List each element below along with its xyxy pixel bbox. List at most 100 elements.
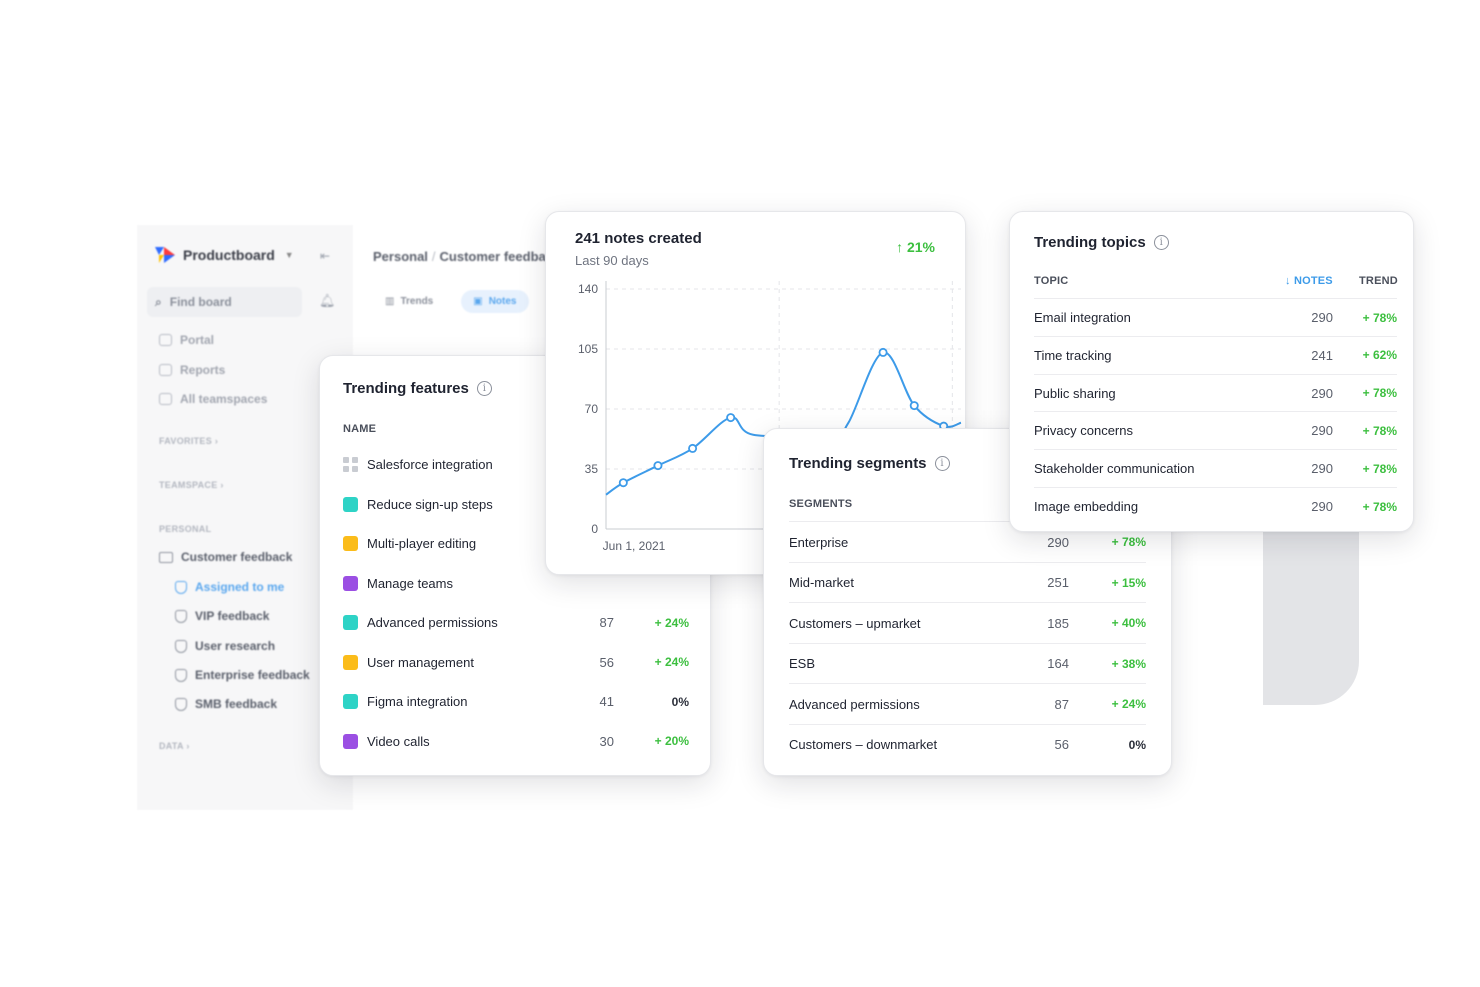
tree-item-assigned-to-me[interactable]: Assigned to me — [175, 580, 284, 594]
topic-row[interactable]: Time tracking 241 + 62% — [1034, 335, 1397, 374]
info-icon[interactable]: i — [1153, 235, 1169, 250]
color-swatch — [343, 615, 358, 630]
nav-label: All teamspaces — [180, 392, 268, 406]
x-tick-label: Jun 1, 2021 — [603, 539, 666, 553]
segment-trend: + 78% — [1111, 535, 1146, 549]
tree-item-smb-feedback[interactable]: SMB feedback — [175, 697, 277, 711]
shield-icon — [175, 697, 187, 711]
column-header-notes-sorted[interactable]: ↓ NOTES — [1285, 275, 1333, 287]
tree-customer-feedback[interactable]: Customer feedback — [159, 550, 292, 564]
feature-notes-count: 30 — [599, 733, 614, 749]
tree-item-user-research[interactable]: User research — [175, 639, 275, 653]
topic-row[interactable]: Public sharing 290 + 78% — [1034, 373, 1397, 412]
column-header-topic[interactable]: TOPIC — [1034, 275, 1069, 287]
nav-portal[interactable]: Portal — [159, 333, 214, 347]
segment-notes-count: 56 — [1054, 737, 1069, 752]
info-icon[interactable]: i — [934, 456, 950, 471]
feature-name: Figma integration — [367, 694, 468, 709]
info-icon[interactable]: i — [476, 381, 492, 396]
bell-icon[interactable]: 🔔︎ — [319, 293, 336, 308]
tab-trends[interactable]: ▥ Trends — [385, 296, 434, 307]
feature-name: Reduce sign-up steps — [367, 496, 493, 512]
tree-item-enterprise-feedback[interactable]: Enterprise feedback — [175, 668, 310, 682]
nav-all-teamspaces[interactable]: All teamspaces — [159, 392, 267, 406]
shield-icon — [175, 580, 187, 594]
tree-item-vip-feedback[interactable]: VIP feedback — [175, 609, 269, 623]
topic-name: Stakeholder communication — [1034, 461, 1195, 477]
color-swatch — [343, 496, 358, 512]
segment-row[interactable]: ESB 164 + 38% — [789, 642, 1146, 684]
data-point[interactable] — [909, 401, 919, 411]
section-favorites[interactable]: FAVORITES › — [159, 436, 219, 446]
topic-row[interactable]: Privacy concerns 290 + 78% — [1034, 411, 1397, 449]
topic-name: Privacy concerns — [1034, 423, 1133, 439]
find-board-input[interactable]: ⌕ Find board — [147, 287, 302, 317]
feature-row[interactable]: Video calls 30 + 20% — [343, 722, 689, 761]
data-point[interactable] — [688, 443, 698, 453]
feature-row[interactable]: Advanced permissions 87 + 24% — [343, 603, 689, 642]
feature-notes-count: 87 — [599, 615, 614, 630]
view-tabs: ▥ Trends ▣ Notes — [373, 290, 529, 313]
data-point[interactable] — [618, 478, 628, 488]
section-data[interactable]: DATA › — [159, 741, 190, 751]
segment-name: Customers – downmarket — [789, 737, 938, 752]
feature-row[interactable]: User management 56 + 24% — [343, 643, 689, 682]
feature-row[interactable]: Figma integration 41 0% — [343, 682, 689, 721]
topic-trend: + 78% — [1362, 386, 1397, 401]
feature-name: Manage teams — [367, 575, 453, 591]
breadcrumb-root[interactable]: Personal — [373, 249, 428, 264]
topic-trend: + 62% — [1362, 348, 1397, 363]
feature-row[interactable]: Reduce sign-up steps — [343, 485, 689, 524]
chevron-down-icon: ▼ — [284, 250, 294, 260]
segment-trend: + 38% — [1111, 656, 1146, 671]
segment-notes-count: 87 — [1054, 696, 1069, 712]
topic-row[interactable]: Image embedding 290 + 78% — [1034, 487, 1397, 525]
segment-row[interactable]: Enterprise 290 + 78% — [789, 521, 1146, 562]
color-swatch — [343, 733, 358, 749]
y-tick-label: 35 — [585, 462, 599, 476]
color-swatch — [343, 575, 358, 591]
topic-name: Image embedding — [1034, 499, 1139, 514]
shield-icon — [175, 668, 187, 682]
column-header-trend[interactable]: TREND — [1359, 275, 1398, 287]
tab-notes[interactable]: ▣ Notes — [461, 290, 529, 313]
segment-name: Advanced permissions — [789, 696, 920, 712]
segment-row[interactable]: Customers – upmarket 185 + 40% — [789, 602, 1146, 643]
topic-name: Time tracking — [1034, 347, 1112, 363]
segment-trend: 0% — [1128, 737, 1146, 752]
topic-row[interactable]: Email integration 290 + 78% — [1034, 298, 1397, 336]
topic-trend: + 78% — [1362, 499, 1397, 514]
topic-notes-count: 290 — [1311, 499, 1333, 514]
section-teamspace[interactable]: TEAMSPACE › — [159, 480, 224, 490]
nav-reports[interactable]: Reports — [159, 363, 225, 377]
nav-label: Portal — [180, 333, 215, 347]
data-point[interactable] — [726, 413, 736, 423]
segment-row[interactable]: Advanced permissions 87 + 24% — [789, 683, 1146, 724]
segment-row[interactable]: Mid-market 251 + 15% — [789, 561, 1146, 603]
feature-trend: + 24% — [654, 655, 689, 669]
segment-row[interactable]: Customers – downmarket 56 0% — [789, 723, 1146, 765]
segment-name: Enterprise — [789, 534, 849, 550]
data-point[interactable] — [878, 347, 888, 357]
feature-name: Advanced permissions — [367, 615, 498, 630]
collapse-sidebar-icon[interactable]: ⇤ — [320, 249, 331, 263]
trending-features-title: Trending features i — [343, 380, 492, 397]
column-header-segments[interactable]: SEGMENTS — [789, 498, 853, 510]
chart-subtitle: Last 90 days — [575, 253, 649, 268]
data-point[interactable] — [653, 461, 663, 471]
feature-row[interactable]: Salesforce integration — [343, 445, 689, 484]
topic-name: Public sharing — [1034, 385, 1116, 401]
nav-label: Reports — [180, 363, 226, 377]
bar-chart-icon: ▥ — [385, 296, 395, 307]
y-tick-label: 70 — [585, 402, 599, 416]
segment-name: ESB — [789, 656, 816, 671]
section-personal: PERSONAL — [159, 524, 212, 534]
topic-row[interactable]: Stakeholder communication 290 + 78% — [1034, 449, 1397, 487]
feature-row[interactable]: Multi-player editing — [343, 524, 689, 563]
feature-row[interactable]: Manage teams — [343, 564, 689, 603]
chart-title: 241 notes created — [575, 230, 702, 247]
feature-trend: + 20% — [654, 734, 689, 748]
topic-notes-count: 290 — [1311, 385, 1333, 401]
column-header-name[interactable]: NAME — [343, 423, 377, 435]
brand[interactable]: Productboard ▼ — [155, 247, 294, 263]
